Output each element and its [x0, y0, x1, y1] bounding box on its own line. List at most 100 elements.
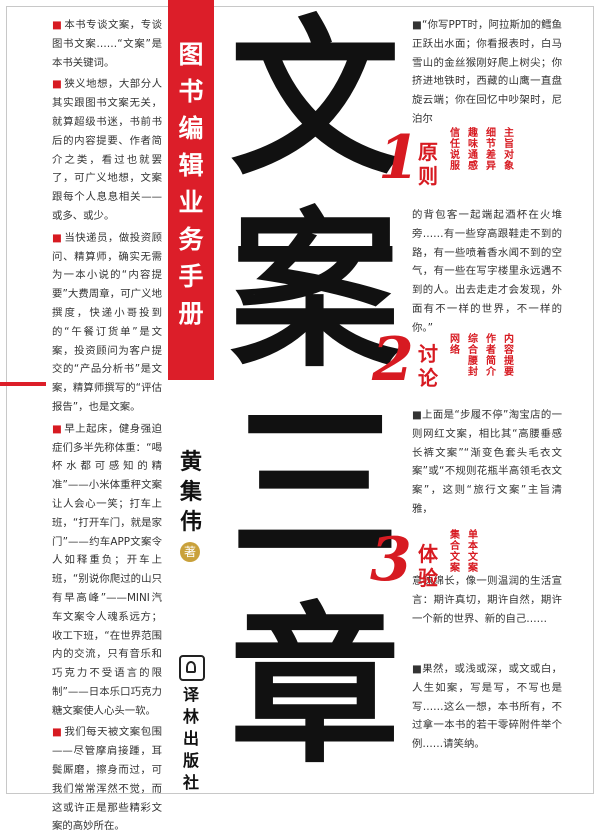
author-role-badge: 著 — [180, 542, 200, 562]
section-number-1: 1 — [378, 123, 420, 193]
subtitle-column: 单本文案 — [468, 530, 480, 574]
subtitle-char: 提 — [504, 356, 514, 367]
right-paragraph-1: ■“你写PPT时，阿拉斯加的鳕鱼正跃出水面；你看报表时，白马雪山的金丝猴刚好爬上… — [412, 16, 562, 129]
subtitle-char: 合 — [450, 541, 460, 552]
left-text-column: ■ 本书专谈文案，专谈图书文案……“文案”是本书关键词。 ■ 狭义地想，大部分人其实… — [52, 16, 162, 839]
bullet-marker: ■ — [52, 231, 63, 244]
publisher-char: 林 — [182, 707, 199, 726]
bullet-marker: ■ — [52, 78, 63, 91]
paragraph-text: 狭义地想，大部分人其实跟图书文案无关，就算超级书迷，书前书后的内容提要、作者简介… — [52, 78, 162, 222]
section-title-3: 体 验 — [418, 542, 440, 590]
subtitle-char: 综 — [468, 334, 478, 345]
series-title-char: 务 — [178, 225, 204, 254]
subtitle-char: 旨 — [504, 139, 514, 150]
paragraph-text: ■果然，或浅或深，或文或白，人生如案，写是写，不写也是写……这么一想，本书所有，… — [412, 663, 562, 751]
subtitle-char: 感 — [468, 161, 478, 172]
paragraph-text: 本书专谈文案，专谈图书文案……“文案”是本书关键词。 — [52, 19, 162, 69]
section-2-subtitles: 网络 综合腰封 作者简介 内容提要 — [450, 334, 516, 378]
subtitle-char: 络 — [450, 345, 460, 356]
subtitle-char: 服 — [450, 161, 460, 172]
left-paragraph-3: ■ 当快递员，做投资顾问、精算师，确实无需为一本小说的“内容提要”大费周章，可广义… — [52, 229, 162, 417]
book-title-char-2: 案 — [229, 191, 400, 391]
subtitle-char: 通 — [468, 150, 478, 161]
series-title-char: 图 — [178, 40, 204, 69]
subtitle-char: 主 — [504, 128, 514, 139]
subtitle-char: 集 — [450, 530, 460, 541]
paragraph-text: 我们每天被文案包围——尽管摩肩接踵，耳鬓厮磨，擦身而过，可我们常常浑然不觉，而这… — [52, 726, 162, 833]
subtitle-char: 节 — [486, 139, 496, 150]
book-title-char-4: 章 — [229, 587, 400, 787]
series-title-char: 手 — [178, 262, 204, 291]
series-title-char: 业 — [178, 188, 204, 217]
paragraph-text: 意味绵长，像一则温润的生活宣言：期许真切，期许自然，期许一个新的世界、新的自己…… — [412, 575, 562, 625]
section-title-char: 则 — [418, 164, 438, 188]
author-char: 伟 — [179, 509, 202, 535]
section-title-char: 原 — [418, 140, 438, 164]
subtitle-char: 异 — [486, 161, 496, 172]
subtitle-char: 象 — [504, 161, 514, 172]
subtitle-column: 内容提要 — [504, 334, 516, 378]
subtitle-column: 信任说服 — [450, 128, 462, 172]
section-3-subtitles: 集合文案 单本文案 — [450, 530, 480, 574]
subtitle-char: 对 — [504, 150, 514, 161]
series-title-char: 编 — [178, 114, 204, 143]
subtitle-char: 内 — [504, 334, 514, 345]
subtitle-char: 简 — [486, 356, 496, 367]
subtitle-column: 综合腰封 — [468, 334, 480, 378]
subtitle-char: 差 — [486, 150, 496, 161]
publisher-char: 译 — [182, 685, 199, 704]
subtitle-char: 案 — [450, 563, 460, 574]
section-title-char: 论 — [418, 366, 438, 390]
bullet-marker: ■ — [52, 726, 63, 739]
subtitle-char: 信 — [450, 128, 460, 139]
subtitle-column: 作者简介 — [486, 334, 498, 378]
section-1-subtitles: 信任说服 趣味通感 细节差异 主旨对象 — [450, 128, 516, 172]
section-title-1: 原 则 — [418, 140, 440, 188]
paragraph-text: 的背包客一起端起酒杯在火堆旁……有一些穿高跟鞋走不到的路，有一些喷着香水闻不到的… — [412, 209, 562, 334]
subtitle-column: 网络 — [450, 334, 462, 378]
subtitle-column: 趣味通感 — [468, 128, 480, 172]
left-paragraph-4: ■ 早上起床，健身强迫症们多半先称体重：“喝杯水都可感知的精准”——小米体重秤文案… — [52, 420, 162, 721]
subtitle-char: 文 — [450, 552, 460, 563]
paragraph-text: 当快递员，做投资顾问、精算师，确实无需为一本小说的“内容提要”大费周章，可广义地… — [52, 231, 162, 413]
book-title-char-1: 文 — [229, 0, 400, 199]
subtitle-char: 容 — [504, 345, 514, 356]
author-char: 集 — [179, 479, 202, 505]
publisher-char: 版 — [182, 751, 199, 770]
subtitle-char: 腰 — [468, 356, 478, 367]
bullet-marker: ■ — [52, 19, 63, 31]
subtitle-char: 任 — [450, 139, 460, 150]
author-name: 黄 集 伟 — [168, 447, 214, 537]
bullet-marker: ■ — [52, 422, 63, 435]
series-title-char: 辑 — [178, 151, 204, 180]
right-paragraph-5: ■果然，或浅或深，或文或白，人生如案，写是写，不写也是写……这么一想，本书所有，… — [412, 660, 562, 754]
left-paragraph-1: ■ 本书专谈文案，专谈图书文案……“文案”是本书关键词。 — [52, 16, 162, 72]
publisher-name: 译 林 出 版 社 — [168, 684, 214, 794]
subtitle-char: 作 — [486, 334, 496, 345]
subtitle-char: 本 — [468, 541, 478, 552]
left-paragraph-5: ■ 我们每天被文案包围——尽管摩肩接踵，耳鬓厮磨，擦身而过，可我们常常浑然不觉，而… — [52, 723, 162, 836]
band-stripe — [0, 382, 46, 386]
subtitle-char: 味 — [468, 139, 478, 150]
subtitle-char: 介 — [486, 367, 496, 378]
right-paragraph-4: 意味绵长，像一则温润的生活宣言：期许真切，期许自然，期许一个新的世界、新的自己…… — [412, 572, 562, 628]
subtitle-char: 单 — [468, 530, 478, 541]
paragraph-text: ■上面是“步履不停”淘宝店的一则网红文案，相比其“高腰垂感长裤文案”“渐变色套头… — [412, 409, 562, 515]
subtitle-char: 趣 — [468, 128, 478, 139]
subtitle-char: 文 — [468, 552, 478, 563]
subtitle-column: 集合文案 — [450, 530, 462, 574]
section-title-char: 体 — [418, 542, 438, 566]
subtitle-char: 案 — [468, 563, 478, 574]
subtitle-char: 要 — [504, 367, 514, 378]
right-paragraph-2: 的背包客一起端起酒杯在火堆旁……有一些穿高跟鞋走不到的路，有一些喷着香水闻不到的… — [412, 206, 562, 338]
subtitle-char: 网 — [450, 334, 460, 345]
book-title-char-3: 三 — [229, 385, 400, 585]
series-title-char: 册 — [178, 299, 204, 328]
section-title-2: 讨 论 — [418, 342, 440, 390]
subtitle-char: 封 — [468, 367, 478, 378]
publisher-logo-icon — [179, 655, 205, 681]
section-number-2: 2 — [372, 325, 414, 395]
subtitle-char: 者 — [486, 345, 496, 356]
section-title-char: 讨 — [418, 342, 438, 366]
series-title: 图 书 编 辑 业 务 手 册 — [168, 36, 214, 332]
